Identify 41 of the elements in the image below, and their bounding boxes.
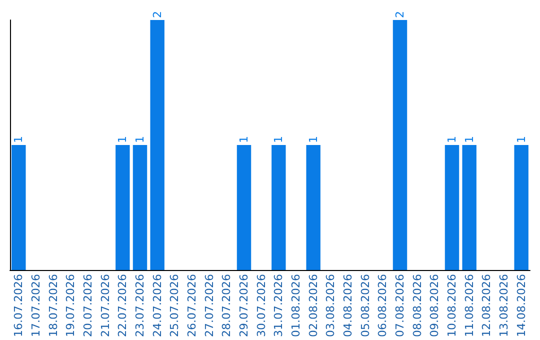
x-tick-label: 09.08.2026 — [428, 274, 442, 337]
x-tick-label: 17.07.2026 — [30, 274, 42, 337]
x-tick-label: 16.07.2026 — [12, 274, 26, 337]
x-tick-label: 10.08.2026 — [446, 274, 458, 337]
x-tick-label: 05.08.2026 — [358, 274, 372, 337]
x-tick-label: 04.08.2026 — [342, 274, 354, 337]
x-tick-label: 26.07.2026 — [186, 274, 198, 337]
x-tick-label: 01.08.2026 — [290, 274, 302, 337]
x-tick-label: 31.07.2026 — [272, 274, 286, 337]
x-tick-label: 29.07.2026 — [238, 274, 250, 337]
data-label: 1 — [462, 136, 476, 143]
x-tick-label: 24.07.2026 — [150, 274, 164, 337]
x-tick-label: 14.08.2026 — [514, 274, 528, 337]
data-label: 1 — [272, 136, 286, 143]
x-tick-label: 22.07.2026 — [116, 274, 130, 337]
data-label: 1 — [134, 136, 146, 143]
x-tick-label: 08.08.2026 — [410, 274, 424, 337]
x-tick-label: 25.07.2026 — [168, 274, 182, 337]
x-tick-label: 11.08.2026 — [462, 274, 476, 337]
data-label: 2 — [394, 11, 406, 18]
x-tick-label: 19.07.2026 — [64, 274, 78, 337]
data-label: 1 — [514, 136, 528, 143]
data-label: 1 — [12, 136, 26, 143]
data-label: 1 — [446, 136, 458, 143]
x-tick-label: 12.08.2026 — [480, 274, 494, 337]
data-label: 1 — [306, 136, 320, 143]
x-tick-label: 28.07.2026 — [220, 274, 234, 337]
x-tick-label: 30.07.2026 — [254, 274, 268, 337]
x-tick-label: 23.07.2026 — [134, 274, 146, 337]
x-tick-label: 13.08.2026 — [498, 274, 510, 337]
data-label: 1 — [238, 136, 250, 143]
data-label: 2 — [150, 11, 164, 18]
x-tick-label: 06.08.2026 — [376, 274, 390, 337]
x-tick-label: 03.08.2026 — [324, 274, 338, 337]
x-tick-label: 18.07.2026 — [46, 274, 60, 337]
x-tick-label: 20.07.2026 — [82, 274, 94, 337]
x-tick-label: 27.07.2026 — [202, 274, 216, 337]
x-tick-label: 02.08.2026 — [306, 274, 320, 337]
x-tick-label: 07.08.2026 — [394, 274, 406, 337]
x-tick-label: 21.07.2026 — [98, 274, 112, 337]
data-label: 1 — [116, 136, 130, 143]
